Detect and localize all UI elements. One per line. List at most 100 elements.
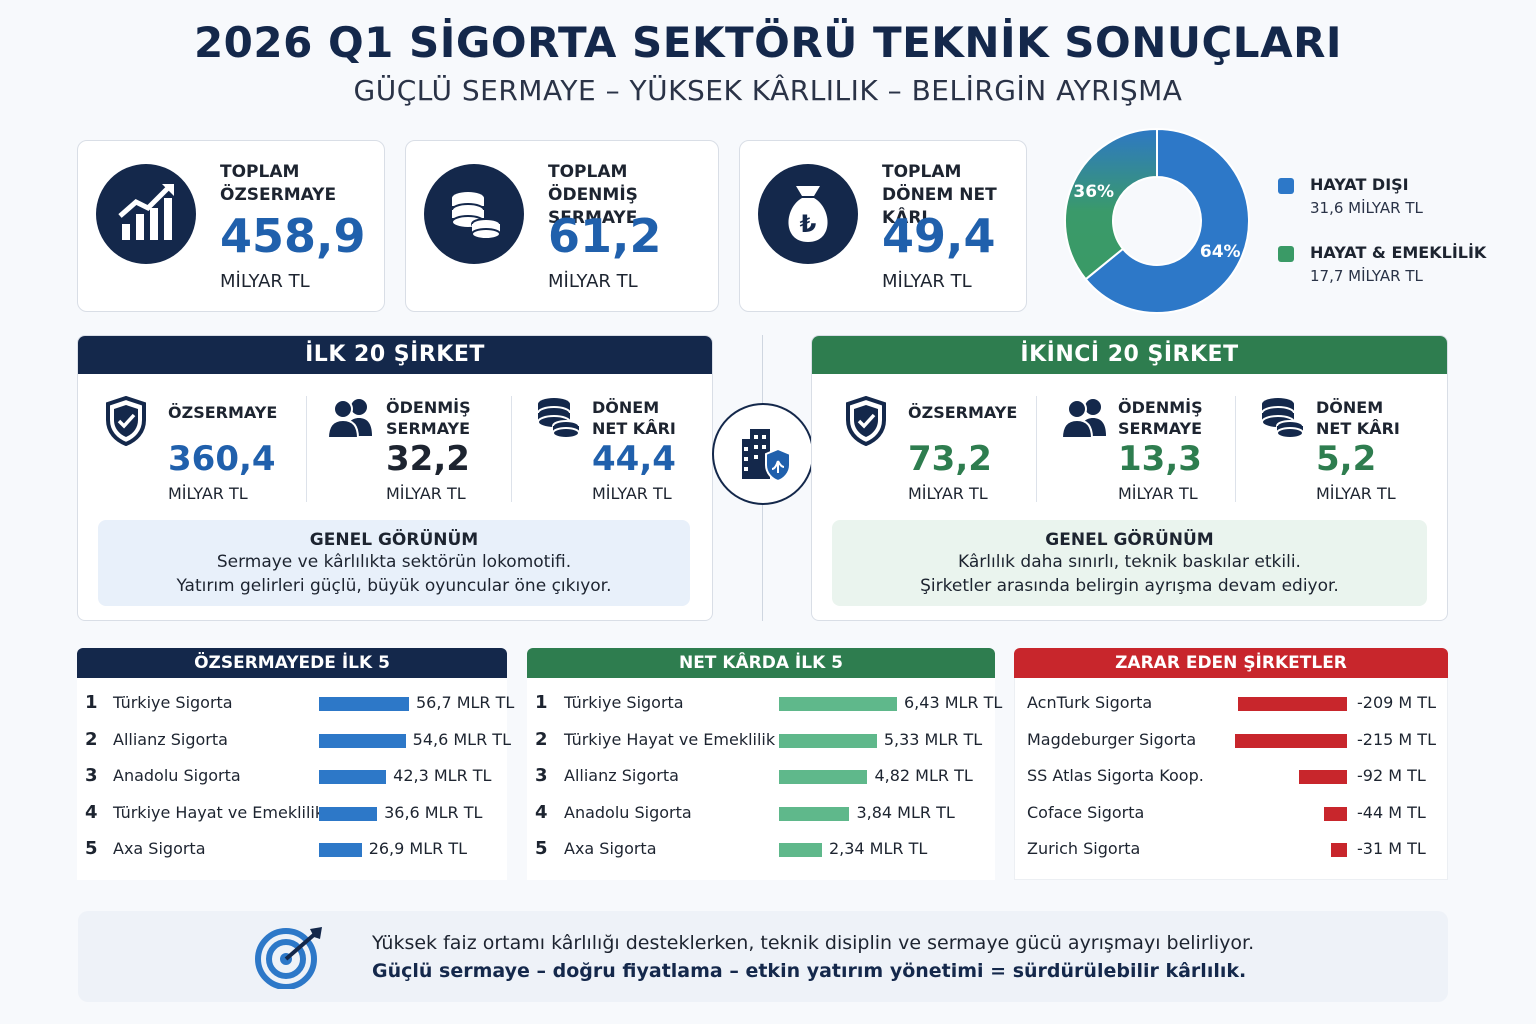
kpi-label: TOPLAM DÖNEM NET KÂRI [882,162,997,228]
list-item: 2 Allianz Sigorta 54,6 MLR TL [77,725,511,755]
value-label: 2,34 MLR TL [828,839,928,858]
list-item: Zurich Sigorta -31 M TL [1015,834,1447,864]
metric-unit: MİLYAR TL [1316,484,1396,503]
metric-label: DÖNEM NET KÂRI [1316,398,1400,438]
panel-title: İKİNCİ 20 ŞİRKET [812,336,1447,374]
company-name: Axa Sigorta [113,839,206,858]
legend-value: 31,6 MİLYAR TL [1310,199,1423,217]
metric-label: ÖZSERMAYE [908,403,1018,422]
kpi-unit: MİLYAR TL [548,271,638,292]
metric-paid-capital: ÖDENMİŞ SERMAYE 13,3 MİLYAR TL [1062,394,1242,504]
company-name: Axa Sigorta [564,839,657,858]
metric-unit: MİLYAR TL [386,484,466,503]
rank-number: 5 [535,838,548,859]
list-item: 1 Türkiye Sigorta 56,7 MLR TL [77,688,514,718]
list-item: 3 Allianz Sigorta 4,82 MLR TL [527,761,995,791]
rank-number: 2 [535,728,548,750]
company-name: Türkiye Hayat ve Emeklilik [113,802,325,822]
value-label: 36,6 MLR TL [384,802,483,822]
company-name: Magdeburger Sigorta [1027,729,1197,749]
metric-unit: MİLYAR TL [1118,484,1198,503]
company-name: Türkiye Hayat ve Emeklilik [564,729,776,749]
money-bag-icon: ₺ [758,164,858,264]
rank-number: 3 [535,765,548,786]
summary-title: GENEL GÖRÜNÜM [309,530,479,550]
kpi-unit: MİLYAR TL [882,271,972,292]
growth-chart-icon [96,164,196,264]
summary-box: GENEL GÖRÜNÜM Sermaye ve kârlılıkta sekt… [98,520,690,606]
legend-swatch [1278,178,1294,194]
value-bar [779,843,822,857]
value-label: 26,9 MLR TL [368,839,468,858]
value-label: -92 M TL [1357,766,1426,785]
value-label: -209 M TL [1357,693,1436,712]
company-name: Anadolu Sigorta [113,766,241,785]
panel-second-20: İKİNCİ 20 ŞİRKET ÖZSERMAYE 73,2 MİLYAR T… [811,335,1448,621]
value-bar [779,770,868,784]
divider [511,396,512,502]
metric-value: 44,4 [592,439,676,479]
value-label: -215 M TL [1357,729,1436,749]
value-bar [319,843,362,857]
metric-value: 13,3 [1118,439,1202,479]
footer-line-2: Güçlü sermaye – doğru fiyatlama – etkin … [372,960,1247,982]
metric-paid-capital: ÖDENMİŞ SERMAYE 32,2 MİLYAR TL [328,394,508,504]
value-bar [1324,806,1347,821]
value-label: 54,6 MLR TL [412,729,511,749]
value-bar [319,806,378,821]
coins-icon [1261,398,1304,438]
kpi-label: TOPLAM ÖZSERMAYE [220,162,337,205]
donut-percent-label: 36% [1073,182,1114,202]
building-shield-icon [712,403,814,505]
value-label: -31 M TL [1357,839,1426,858]
summary-line: Şirketler arasında belirgin ayrışma deva… [920,576,1339,596]
page-title: 2026 Q1 SİGORTA SEKTÖRÜ TEKNİK SONUÇLARI [193,18,1343,67]
company-name: Anadolu Sigorta [564,802,692,822]
list-item: Coface Sigorta -44 M TL [1015,798,1447,828]
footer-note: Yüksek faiz ortamı kârlılığı desteklerke… [78,911,1448,1002]
metric-net-profit: DÖNEM NET KÂRI 44,4 MİLYAR TL [536,394,706,504]
summary-line: Kârlılık daha sınırlı, teknik baskılar e… [958,552,1301,572]
kpi-label: TOPLAM ÖDENMİŞ SERMAYE [548,162,638,228]
value-bar [1330,843,1347,857]
target-arrow-icon [255,927,322,989]
metric-label: DÖNEM NET KÂRI [592,398,676,438]
value-label: 4,82 MLR TL [874,766,973,785]
summary-title: GENEL GÖRÜNÜM [1045,530,1214,550]
rank-number: 1 [85,692,98,713]
metric-unit: MİLYAR TL [908,484,988,503]
svg-text:₺: ₺ [800,210,817,238]
value-bar [319,697,409,711]
kpi-card-paid-capital: TOPLAM ÖDENMİŞ SERMAYE 61,2 MİLYAR TL [405,140,719,312]
list-title: NET KÂRDA İLK 5 [527,648,995,678]
coins-icon [424,164,524,264]
value-label: 5,33 MLR TL [883,729,983,749]
metric-unit: MİLYAR TL [168,484,248,503]
value-bar [779,733,877,748]
legend-value: 17,7 MİLYAR TL [1310,267,1423,285]
shield-check-icon [846,396,886,446]
metric-label: ÖDENMİŞ SERMAYE [386,398,471,438]
list-item: 5 Axa Sigorta 26,9 MLR TL [77,834,507,864]
donut-slice-0 [1084,127,1250,314]
value-label: 56,7 MLR TL [416,693,515,712]
company-name: Türkiye Sigorta [564,693,684,712]
metric-unit: MİLYAR TL [592,484,672,503]
metric-net-profit: DÖNEM NET KÂRI 5,2 MİLYAR TL [1260,394,1430,504]
summary-box: GENEL GÖRÜNÜM Kârlılık daha sınırlı, tek… [832,520,1427,606]
summary-line: Sermaye ve kârlılıkta sektörün lokomotif… [216,552,572,572]
divider [306,396,307,502]
rank-number: 5 [85,838,98,859]
kpi-value: 49,4 [882,209,996,263]
rank-number: 3 [85,765,98,786]
divider [1235,396,1236,502]
list-body: 1 Türkiye Sigorta 56,7 MLR TL 2 Allianz Sigo… [77,678,514,880]
list-title: ÖZSERMAYEDE İLK 5 [77,648,507,678]
list-item: 1 Türkiye Sigorta 6,43 MLR TL [527,688,1002,718]
value-label: 42,3 MLR TL [393,766,492,785]
metric-label: ÖDENMİŞ SERMAYE [1118,398,1203,438]
kpi-value: 458,9 [220,209,366,263]
metric-equity: ÖZSERMAYE 360,4 MİLYAR TL [104,394,284,504]
metric-value: 5,2 [1316,439,1377,479]
company-name: AcnTurk Sigorta [1027,693,1153,712]
